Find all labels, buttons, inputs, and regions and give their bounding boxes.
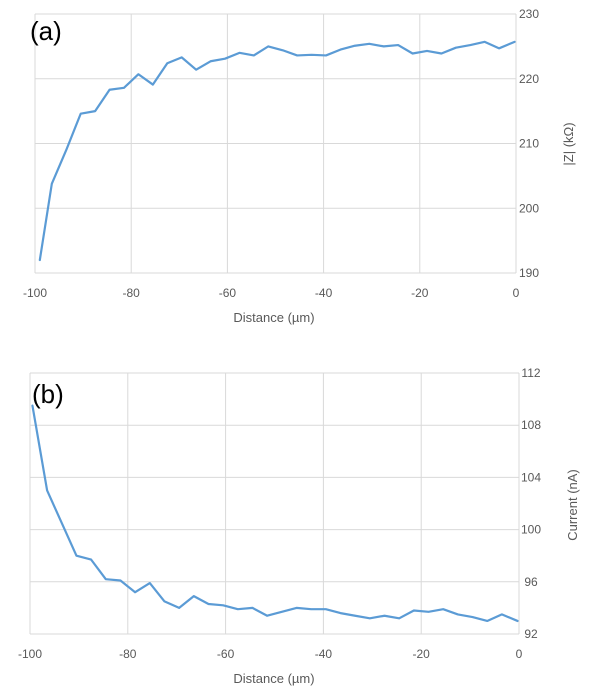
panel-b-x-tick-label-4: -20 bbox=[413, 647, 431, 661]
panel-b-x-axis-title: Distance (µm) bbox=[233, 671, 314, 686]
panel-a-series bbox=[38, 40, 516, 262]
panel-b-x-tick-label-5: 0 bbox=[516, 647, 523, 661]
panel-b-x-tick-label-2: -60 bbox=[217, 647, 235, 661]
panel-b-y-tick-label-0: 92 bbox=[524, 627, 538, 641]
panel-a-x-tick-label-5: 0 bbox=[513, 286, 520, 300]
panel-b-y-axis: 92 96 100 104 108 112 bbox=[518, 366, 541, 641]
panel-b-chart: -100 -80 -60 -40 -20 0 92 96 100 104 108 112 (b) D… bbox=[18, 366, 580, 686]
panel-b-x-tick-label-3: -40 bbox=[315, 647, 333, 661]
panel-b-series-line-0 bbox=[31, 404, 519, 623]
panel-a-chart: -100 -80 -60 -40 -20 0 190 200 210 220 230 (a) Di… bbox=[23, 7, 576, 325]
panel-a-y-tick-label-0: 190 bbox=[519, 266, 539, 280]
panel-b-gridlines bbox=[29, 372, 519, 635]
panel-b-y-tick-label-1: 96 bbox=[524, 575, 538, 589]
panel-b-y-tick-label-2: 100 bbox=[521, 523, 541, 537]
panel-b-y-axis-title: Current (nA) bbox=[565, 469, 580, 541]
panel-a-label: (a) bbox=[30, 16, 62, 46]
panel-a-x-axis-title: Distance (µm) bbox=[233, 310, 314, 325]
panel-a-x-tick-label-4: -20 bbox=[411, 286, 429, 300]
panel-b-x-tick-label-1: -80 bbox=[119, 647, 137, 661]
panel-b-x-axis: -100 -80 -60 -40 -20 0 bbox=[18, 647, 523, 661]
panel-a-x-tick-label-1: -80 bbox=[123, 286, 141, 300]
panel-b-y-tick-label-3: 104 bbox=[521, 470, 541, 484]
panel-a-x-tick-label-3: -40 bbox=[315, 286, 333, 300]
panel-b-y-tick-label-4: 108 bbox=[521, 418, 541, 432]
panel-a-x-tick-label-0: -100 bbox=[23, 286, 47, 300]
panel-a-y-tick-label-4: 230 bbox=[519, 7, 539, 21]
panel-a-y-axis-title: |Z| (kΩ) bbox=[561, 122, 576, 165]
panel-a-series-line-0 bbox=[38, 40, 516, 262]
panel-a-gridlines bbox=[34, 13, 516, 274]
panel-b-y-tick-label-5: 112 bbox=[521, 366, 540, 380]
panel-a-y-tick-label-2: 210 bbox=[519, 137, 539, 151]
panel-a-y-tick-label-3: 220 bbox=[519, 72, 539, 86]
panel-a-y-axis: 190 200 210 220 230 bbox=[515, 7, 539, 280]
panel-a-x-tick-label-2: -60 bbox=[219, 286, 237, 300]
panel-b-label: (b) bbox=[32, 379, 64, 409]
panel-a-x-axis: -100 -80 -60 -40 -20 0 bbox=[23, 286, 520, 300]
panel-b-x-tick-label-0: -100 bbox=[18, 647, 42, 661]
panel-b-series bbox=[31, 404, 519, 623]
panel-a-y-tick-label-1: 200 bbox=[519, 201, 539, 215]
